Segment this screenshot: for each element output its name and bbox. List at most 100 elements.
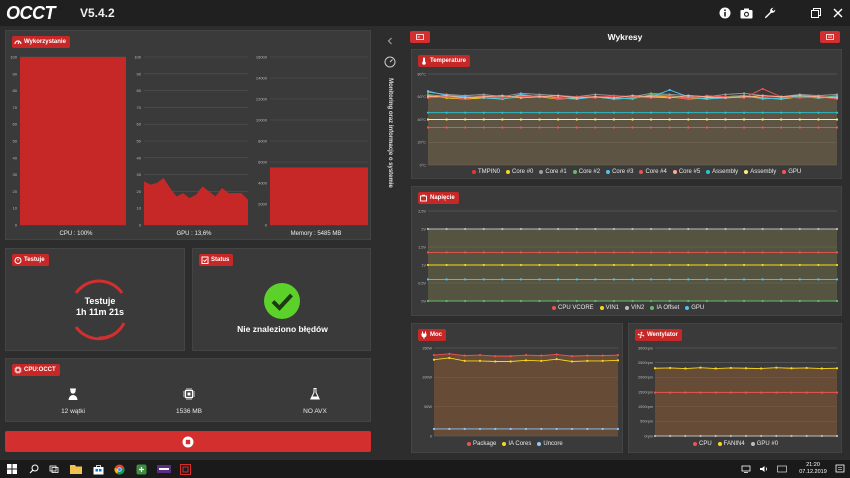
data-point xyxy=(426,93,430,96)
wrench-icon[interactable] xyxy=(762,5,778,21)
data-point xyxy=(432,353,436,357)
data-point xyxy=(761,94,764,97)
data-point xyxy=(463,427,466,431)
data-point xyxy=(687,251,690,254)
tick-label: 2000 xyxy=(258,202,268,207)
legend-item: Core #5 xyxy=(672,169,700,175)
legend-label: Assembly xyxy=(712,169,739,175)
windows-taskbar: 21:20 07.12.2019 xyxy=(0,460,850,478)
data-point xyxy=(742,126,746,129)
data-point xyxy=(524,353,528,357)
data-point xyxy=(501,251,504,254)
data-point xyxy=(724,93,727,96)
notifications-icon[interactable] xyxy=(834,463,846,475)
data-point xyxy=(594,263,597,267)
data-point xyxy=(649,93,653,96)
thermometer-icon xyxy=(420,57,428,65)
data-point xyxy=(616,359,620,362)
data-point xyxy=(687,126,690,129)
file-explorer-icon[interactable] xyxy=(70,463,82,475)
data-point xyxy=(601,427,604,431)
data-point xyxy=(687,299,690,303)
tick-label: 10 xyxy=(137,206,142,211)
data-point xyxy=(820,391,823,394)
voltage-chart: 0V 0,5V 1V 1,5V 2V 2,5V xyxy=(418,209,839,303)
network-icon[interactable] xyxy=(740,463,752,475)
data-point xyxy=(805,434,808,438)
data-point xyxy=(557,263,560,267)
info-icon[interactable] xyxy=(717,5,733,21)
tick-label: 0rpm xyxy=(644,434,653,438)
legend-item: GPU xyxy=(782,169,801,175)
windows-start-icon[interactable] xyxy=(6,463,18,475)
graphs-right-button[interactable] xyxy=(820,31,840,43)
data-point xyxy=(684,434,687,438)
data-point xyxy=(805,366,808,370)
data-point xyxy=(687,94,690,97)
power-panel: Moc 0 50W 100W 150W Package IA Cores Uncore xyxy=(411,323,623,453)
data-point xyxy=(775,391,778,394)
data-point xyxy=(714,367,717,370)
data-point xyxy=(798,263,801,267)
data-point xyxy=(724,227,727,231)
occt-logo: OCCT xyxy=(6,4,58,22)
data-point xyxy=(478,427,482,431)
data-point xyxy=(798,96,801,99)
close-icon[interactable] xyxy=(830,5,846,21)
data-point xyxy=(519,227,523,231)
camera-icon[interactable] xyxy=(738,5,754,21)
fan-badge: Wentylator xyxy=(635,329,682,341)
data-point xyxy=(724,96,727,99)
series-area xyxy=(655,368,837,436)
legend-swatch xyxy=(750,442,755,446)
data-point xyxy=(445,227,448,231)
data-point xyxy=(464,111,467,114)
data-point xyxy=(835,111,839,114)
stop-test-button[interactable] xyxy=(5,431,371,452)
side-monitoring-tab[interactable]: Monitoring oraz informacje o systemie xyxy=(380,30,400,460)
tick-label: 60 xyxy=(13,122,18,127)
legend-swatch xyxy=(572,170,577,174)
search-icon[interactable] xyxy=(28,463,40,475)
data-point xyxy=(631,278,634,281)
memory-usage-bar xyxy=(270,167,368,225)
language-icon[interactable] xyxy=(776,463,788,475)
config-panel: CPU:OCCT 12 wątki 1536 MB NO AVX xyxy=(5,358,371,422)
data-point xyxy=(575,126,578,129)
gpu-usage-area xyxy=(144,177,248,225)
data-point xyxy=(668,263,671,267)
data-point xyxy=(653,391,657,394)
data-point xyxy=(705,251,708,254)
task-view-icon[interactable] xyxy=(48,463,60,475)
volume-icon[interactable] xyxy=(758,463,770,475)
taskbar-clock[interactable]: 21:20 07.12.2019 xyxy=(796,462,830,476)
tick-label: 100 xyxy=(134,55,141,60)
app-icon-purple[interactable] xyxy=(157,463,171,475)
data-point xyxy=(445,263,448,267)
chart-icon xyxy=(416,34,424,40)
tick-label: 500rpm xyxy=(640,420,653,424)
chrome-icon[interactable] xyxy=(113,463,125,475)
data-point xyxy=(714,391,717,394)
data-point xyxy=(687,111,690,114)
data-point xyxy=(761,299,764,303)
data-point xyxy=(494,427,497,431)
graphs-left-button[interactable] xyxy=(410,31,430,43)
app-icon-green[interactable] xyxy=(135,463,147,475)
power-badge: Moc xyxy=(418,329,446,341)
data-point xyxy=(742,227,746,231)
restore-icon[interactable] xyxy=(808,5,824,21)
data-point xyxy=(684,367,687,370)
data-point xyxy=(798,227,801,231)
data-point xyxy=(775,366,778,369)
legend-item: FANIN4 xyxy=(717,441,745,447)
data-point xyxy=(687,278,690,281)
data-point xyxy=(519,118,523,121)
data-point xyxy=(612,278,616,281)
occt-taskbar-icon[interactable] xyxy=(179,463,191,475)
store-icon[interactable] xyxy=(92,463,104,475)
data-point xyxy=(445,278,448,281)
data-point xyxy=(798,278,801,281)
tick-label: 16000 xyxy=(256,55,268,60)
data-point xyxy=(519,299,523,303)
